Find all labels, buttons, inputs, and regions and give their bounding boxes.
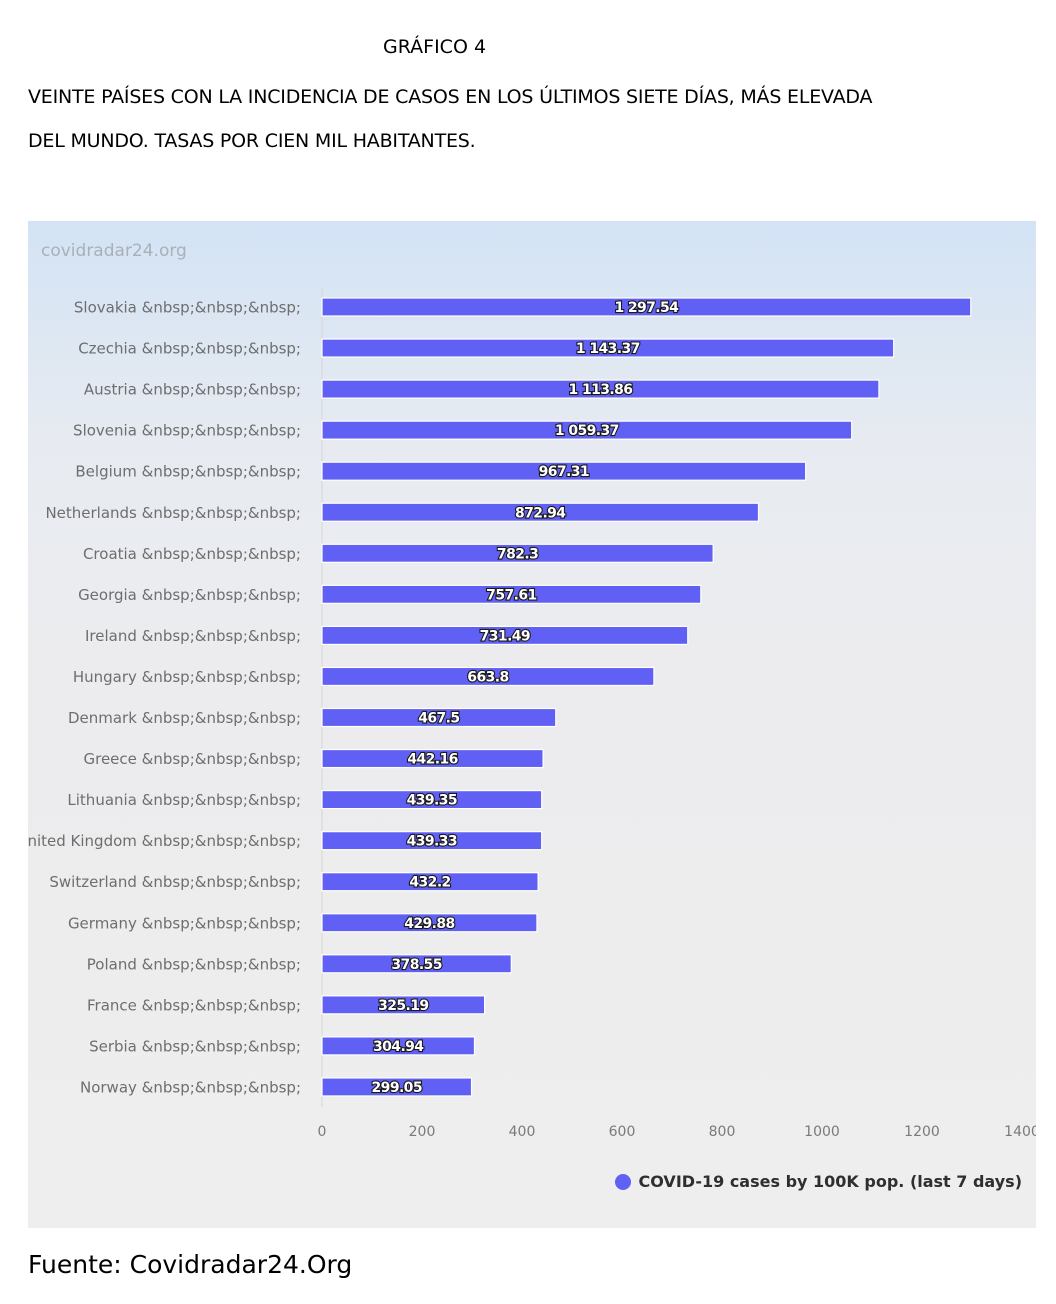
- legend-swatch: [614, 1173, 631, 1190]
- bar: [321, 502, 760, 522]
- category-label: Czechia &nbsp;&nbsp;&nbsp;: [78, 340, 301, 358]
- legend-label: COVID-19 cases by 100K pop. (last 7 days…: [638, 1172, 1022, 1191]
- value-label: 1 143.37: [576, 341, 640, 357]
- value-label: 439.33: [407, 834, 457, 850]
- x-tick-label: 600: [609, 1124, 636, 1140]
- bar: [321, 297, 972, 317]
- category-label: Denmark &nbsp;&nbsp;&nbsp;: [68, 709, 301, 727]
- chart-legend[interactable]: COVID-19 cases by 100K pop. (last 7 days…: [614, 1172, 1022, 1191]
- category-label: Hungary &nbsp;&nbsp;&nbsp;: [73, 668, 301, 686]
- x-tick-label: 200: [409, 1124, 436, 1140]
- value-label: 299.05: [372, 1080, 422, 1096]
- value-label: 467.5: [418, 711, 459, 727]
- value-label: 1 297.54: [614, 300, 679, 316]
- value-label: 304.94: [373, 1039, 424, 1055]
- category-label: Croatia &nbsp;&nbsp;&nbsp;: [83, 545, 301, 563]
- bar: [321, 748, 544, 769]
- value-label: 429.88: [404, 916, 454, 932]
- figure-label: GRÁFICO 4: [383, 36, 487, 58]
- value-label: 872.94: [515, 505, 566, 521]
- category-label: United Kingdom &nbsp;&nbsp;&nbsp;: [28, 832, 301, 850]
- category-label: Switzerland &nbsp;&nbsp;&nbsp;: [49, 873, 301, 891]
- value-label: 439.35: [407, 793, 457, 809]
- category-label: Slovenia &nbsp;&nbsp;&nbsp;: [73, 422, 301, 440]
- chart-heading-line-1: VEINTE PAÍSES CON LA INCIDENCIA DE CASOS…: [28, 86, 873, 108]
- category-label: Austria &nbsp;&nbsp;&nbsp;: [84, 381, 301, 399]
- bar: [321, 831, 543, 851]
- bar: [321, 461, 807, 481]
- bar: [321, 420, 853, 440]
- value-label: 1 113.86: [569, 382, 633, 398]
- source-note: Fuente: Covidradar24.Org: [28, 1250, 353, 1279]
- bar: [321, 584, 702, 604]
- chart-panel: covidradar24.org Slovakia &nbsp;&nbsp;&n…: [28, 221, 1036, 1228]
- bar: [321, 707, 557, 728]
- bar: [321, 625, 689, 645]
- category-label: Slovakia &nbsp;&nbsp;&nbsp;: [74, 299, 301, 317]
- chart-heading-line-2: DEL MUNDO. TASAS POR CIEN MIL HABITANTES…: [28, 130, 476, 152]
- bar: [321, 379, 880, 399]
- bar: [321, 995, 486, 1015]
- category-label: Belgium &nbsp;&nbsp;&nbsp;: [75, 463, 301, 481]
- x-tick-label: 0: [318, 1124, 327, 1140]
- category-label: Greece &nbsp;&nbsp;&nbsp;: [83, 750, 301, 768]
- category-label: Ireland &nbsp;&nbsp;&nbsp;: [85, 627, 301, 645]
- x-tick-label: 1000: [804, 1124, 840, 1140]
- category-label: Serbia &nbsp;&nbsp;&nbsp;: [89, 1037, 301, 1055]
- value-label: 325.19: [378, 998, 428, 1014]
- value-label: 967.31: [539, 464, 589, 480]
- category-label: Georgia &nbsp;&nbsp;&nbsp;: [78, 586, 301, 604]
- bar: [321, 1077, 473, 1097]
- x-tick-label: 800: [709, 1124, 736, 1140]
- bar: [321, 913, 538, 933]
- category-label: Poland &nbsp;&nbsp;&nbsp;: [87, 955, 301, 973]
- value-label: 731.49: [480, 628, 530, 644]
- category-label: Norway &nbsp;&nbsp;&nbsp;: [80, 1078, 301, 1096]
- value-label: 432.2: [409, 875, 450, 891]
- category-label: France &nbsp;&nbsp;&nbsp;: [87, 996, 301, 1014]
- category-label: Germany &nbsp;&nbsp;&nbsp;: [68, 914, 301, 932]
- bar: [321, 789, 543, 810]
- bar: [321, 954, 512, 974]
- value-label: 663.8: [467, 669, 508, 685]
- category-label: Lithuania &nbsp;&nbsp;&nbsp;: [67, 791, 301, 809]
- chart-watermark: covidradar24.org: [41, 241, 187, 261]
- category-label: Netherlands &nbsp;&nbsp;&nbsp;: [45, 504, 301, 522]
- value-label: 757.61: [486, 587, 536, 603]
- x-tick-label: 1200: [904, 1124, 940, 1140]
- bar: [321, 338, 895, 358]
- value-label: 378.55: [391, 957, 441, 973]
- bar-chart: Slovakia &nbsp;&nbsp;&nbsp; 1 297.54 Czech…: [28, 287, 1036, 1140]
- value-label: 442.16: [407, 752, 457, 768]
- bar: [321, 543, 714, 563]
- bar: [321, 666, 655, 687]
- x-tick-label: 400: [509, 1124, 536, 1140]
- value-label: 1 059.37: [555, 423, 619, 439]
- bar: [321, 1036, 476, 1056]
- value-label: 782.3: [497, 546, 538, 562]
- x-tick-label: 1400: [1004, 1124, 1036, 1140]
- bar: [321, 872, 539, 892]
